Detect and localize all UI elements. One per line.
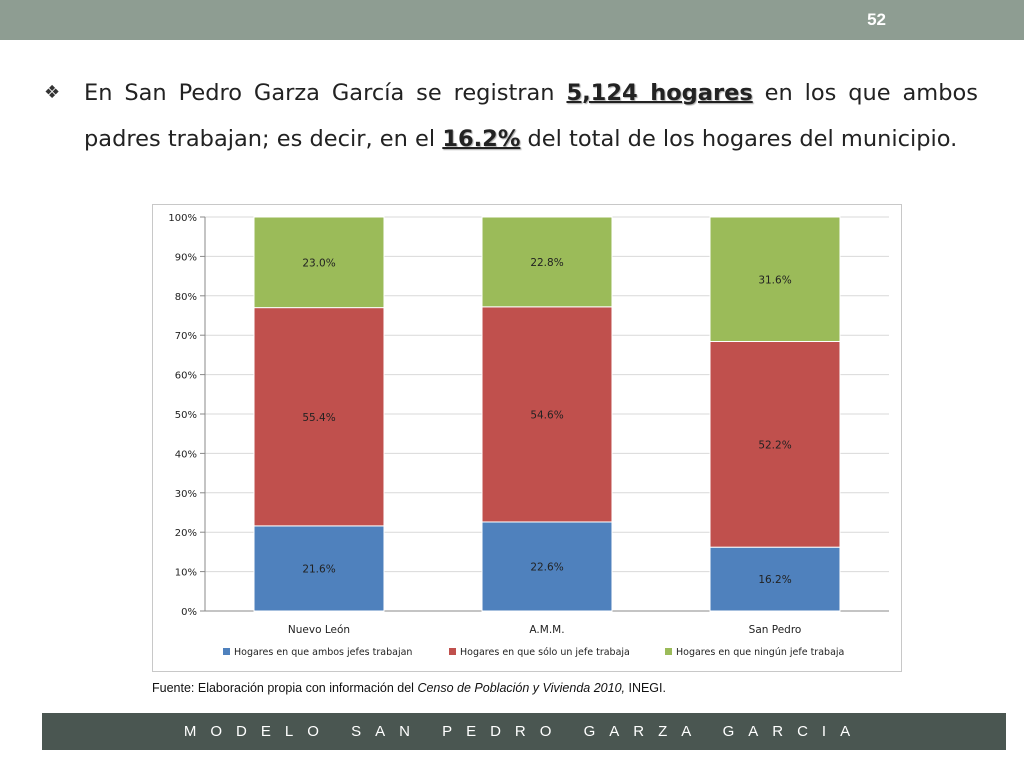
- legend-label: Hogares en que ambos jefes trabajan: [234, 647, 412, 658]
- bar-segment: [481, 216, 613, 308]
- x-tick-label: A.M.M.: [529, 624, 564, 636]
- bar-segment: [709, 216, 841, 343]
- y-tick-label: 0%: [181, 607, 197, 618]
- bar-segment: [253, 216, 385, 309]
- bar-segment: [253, 307, 385, 527]
- bullet-text: En San Pedro Garza García se registran 5…: [84, 70, 978, 162]
- data-label: 21.6%: [302, 563, 335, 575]
- y-tick-label: 20%: [175, 528, 197, 539]
- stacked-bar-chart: 0% 10% 20% 30% 40% 50% 60% 70% 80% 90% 100% 21.6% 55…: [168, 213, 889, 658]
- text-after: del total de los hogares del municipio.: [520, 126, 958, 152]
- chart-frame: 0% 10% 20% 30% 40% 50% 60% 70% 80% 90% 100% 21.6% 55…: [152, 204, 902, 672]
- x-tick-label: Nuevo León: [288, 624, 350, 636]
- legend-swatch: [449, 648, 456, 655]
- bar-segment: [709, 341, 841, 548]
- legend-label: Hogares en que sólo un jefe trabaja: [460, 647, 630, 658]
- bar-segment: [709, 546, 841, 612]
- data-label: 52.2%: [758, 439, 791, 451]
- source-title: Censo de Población y Vivienda 2010,: [417, 681, 625, 695]
- text-between: en los que ambos padres trabajan; es dec…: [84, 80, 978, 152]
- legend-swatch: [665, 648, 672, 655]
- y-tick-label: 100%: [168, 213, 197, 224]
- source-note: Fuente: Elaboración propia con informaci…: [152, 681, 666, 695]
- y-tick-label: 30%: [175, 489, 197, 500]
- four-diamond-bullet-icon: ❖: [44, 82, 61, 103]
- data-label: 23.0%: [302, 257, 335, 269]
- footer-title: MODELO SAN PEDRO GARZA GARCIA: [183, 723, 865, 740]
- footer-bar: MODELO SAN PEDRO GARZA GARCIA: [42, 713, 1006, 750]
- y-tick-label: 40%: [175, 449, 197, 460]
- highlight-percent: 16.2%: [442, 126, 521, 152]
- x-tick-label: San Pedro: [749, 624, 802, 636]
- highlight-hogares: 5,124 hogares: [566, 80, 753, 106]
- bar-segment: [481, 306, 613, 523]
- y-tick-label: 70%: [175, 331, 197, 342]
- source-prefix: Fuente: Elaboración propia con informaci…: [152, 681, 418, 695]
- y-tick-label: 10%: [175, 568, 197, 579]
- y-tick-label: 90%: [175, 252, 197, 263]
- page-number: 52: [867, 10, 886, 29]
- source-suffix: INEGI.: [625, 681, 666, 695]
- legend-swatch: [223, 648, 230, 655]
- data-label: 54.6%: [530, 409, 563, 421]
- y-tick-label: 60%: [175, 371, 197, 382]
- bullet-paragraph: ❖ En San Pedro Garza García se registran…: [44, 70, 978, 162]
- legend-label: Hogares en que ningún jefe trabaja: [676, 647, 844, 658]
- y-tick-label: 50%: [175, 410, 197, 421]
- data-label: 22.6%: [530, 561, 563, 573]
- bar-segment: [253, 525, 385, 612]
- data-label: 55.4%: [302, 412, 335, 424]
- data-label: 22.8%: [530, 257, 563, 269]
- text-before: En San Pedro Garza García se registran: [84, 80, 567, 106]
- y-tick-label: 80%: [175, 292, 197, 303]
- top-bar: 52: [0, 0, 1024, 40]
- data-label: 16.2%: [758, 574, 791, 586]
- data-label: 31.6%: [758, 274, 791, 286]
